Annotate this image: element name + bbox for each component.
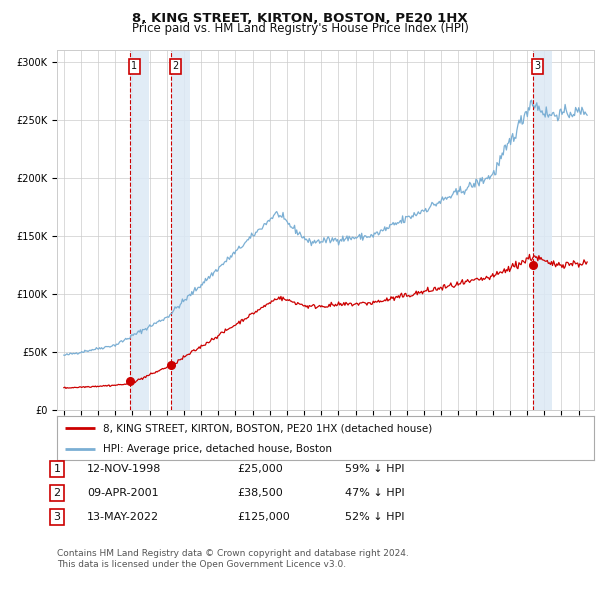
Text: 3: 3 [53,512,61,522]
Bar [172,50,190,410]
Text: Price paid vs. HM Land Registry's House Price Index (HPI): Price paid vs. HM Land Registry's House … [131,22,469,35]
Bar [533,50,553,410]
Text: 1: 1 [131,61,137,71]
Text: 8, KING STREET, KIRTON, BOSTON, PE20 1HX: 8, KING STREET, KIRTON, BOSTON, PE20 1HX [132,12,468,25]
Text: 13-MAY-2022: 13-MAY-2022 [87,512,159,522]
Text: £125,000: £125,000 [237,512,290,522]
Bar [130,50,149,410]
Text: This data is licensed under the Open Government Licence v3.0.: This data is licensed under the Open Gov… [57,560,346,569]
Text: £38,500: £38,500 [237,488,283,497]
Text: 8, KING STREET, KIRTON, BOSTON, PE20 1HX (detached house): 8, KING STREET, KIRTON, BOSTON, PE20 1HX… [103,424,432,433]
Text: HPI: Average price, detached house, Boston: HPI: Average price, detached house, Bost… [103,444,332,454]
Text: 3: 3 [534,61,541,71]
Text: 12-NOV-1998: 12-NOV-1998 [87,464,161,474]
Text: 2: 2 [172,61,179,71]
Text: 52% ↓ HPI: 52% ↓ HPI [345,512,404,522]
Text: 2: 2 [53,488,61,497]
Text: 59% ↓ HPI: 59% ↓ HPI [345,464,404,474]
Text: £25,000: £25,000 [237,464,283,474]
Text: Contains HM Land Registry data © Crown copyright and database right 2024.: Contains HM Land Registry data © Crown c… [57,549,409,558]
Text: 1: 1 [53,464,61,474]
Text: 09-APR-2001: 09-APR-2001 [87,488,158,497]
Text: 47% ↓ HPI: 47% ↓ HPI [345,488,404,497]
